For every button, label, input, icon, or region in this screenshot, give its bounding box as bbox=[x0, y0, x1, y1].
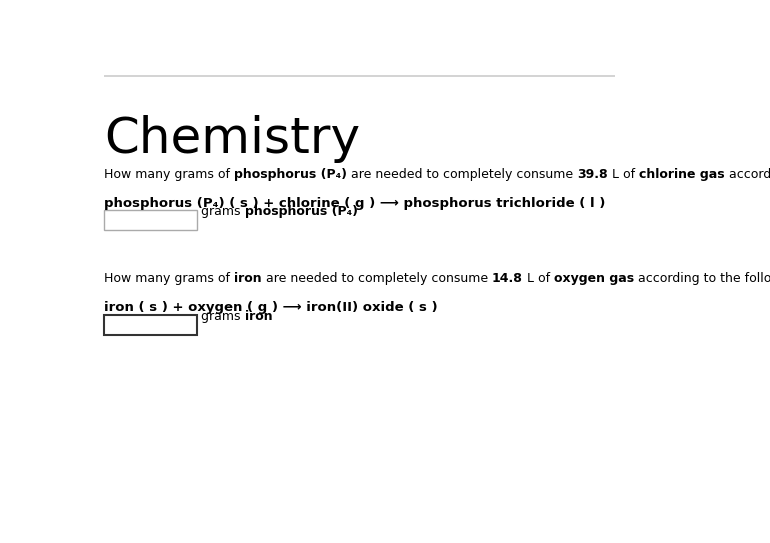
Text: iron ( s ) + oxygen ( g ) ⟶ iron(II) oxide ( s ): iron ( s ) + oxygen ( g ) ⟶ iron(II) oxi… bbox=[104, 301, 437, 314]
Text: How many grams of: How many grams of bbox=[104, 272, 234, 285]
Text: grams: grams bbox=[201, 205, 245, 218]
Text: L of: L of bbox=[523, 272, 554, 285]
Text: L of: L of bbox=[608, 168, 639, 181]
Text: are needed to completely consume: are needed to completely consume bbox=[347, 168, 578, 181]
Text: oxygen gas: oxygen gas bbox=[554, 272, 634, 285]
Text: Chemistry: Chemistry bbox=[104, 115, 360, 163]
Text: are needed to completely consume: are needed to completely consume bbox=[262, 272, 492, 285]
Text: phosphorus (P₄) ( s ) + chlorine ( g ) ⟶ phosphorus trichloride ( l ): phosphorus (P₄) ( s ) + chlorine ( g ) ⟶… bbox=[104, 197, 605, 210]
Text: according to the following reaction at 25 °C and 1 atm?: according to the following reaction at 2… bbox=[725, 168, 770, 181]
FancyBboxPatch shape bbox=[104, 315, 196, 335]
Text: 14.8: 14.8 bbox=[492, 272, 523, 285]
Text: phosphorus (P₄): phosphorus (P₄) bbox=[245, 205, 358, 218]
Text: chlorine gas: chlorine gas bbox=[639, 168, 725, 181]
Text: grams: grams bbox=[201, 310, 245, 323]
FancyBboxPatch shape bbox=[104, 210, 196, 230]
Text: 39.8: 39.8 bbox=[578, 168, 608, 181]
Text: according to the following reaction at 25 °C and 1 atm?: according to the following reaction at 2… bbox=[634, 272, 770, 285]
Text: phosphorus (P₄): phosphorus (P₄) bbox=[234, 168, 347, 181]
Text: iron: iron bbox=[245, 310, 273, 323]
Text: iron: iron bbox=[234, 272, 262, 285]
Text: How many grams of: How many grams of bbox=[104, 168, 234, 181]
